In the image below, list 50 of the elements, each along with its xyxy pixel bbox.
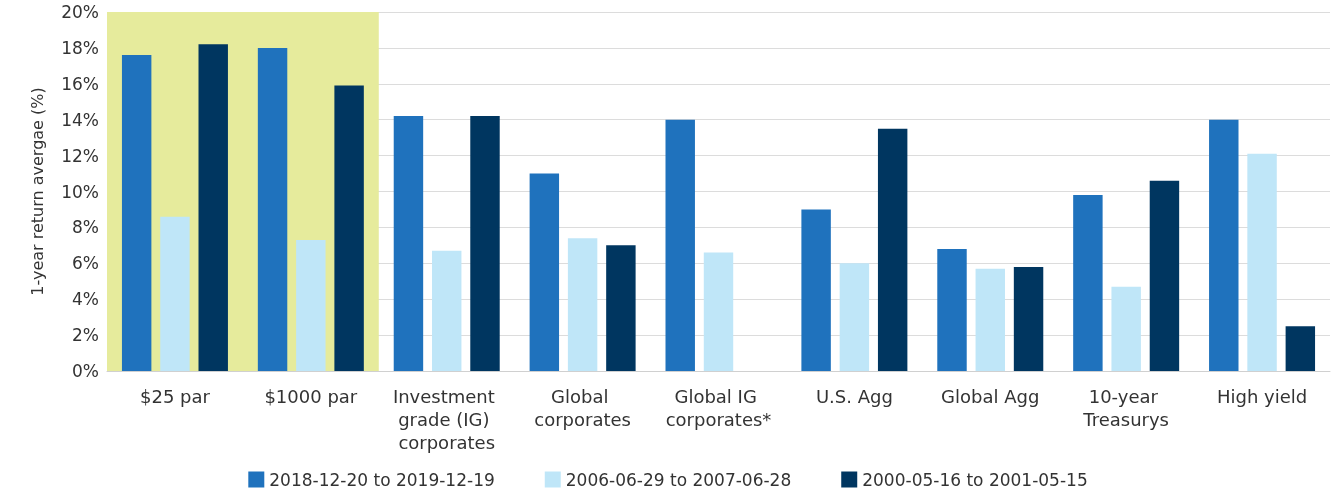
bar bbox=[606, 245, 636, 371]
x-tick-label: High yield bbox=[1216, 386, 1308, 407]
x-tick-label: Global corporates bbox=[534, 386, 631, 430]
bar bbox=[1149, 180, 1180, 371]
bar bbox=[160, 216, 190, 371]
y-tick-label: 10% bbox=[61, 181, 99, 202]
bar bbox=[1209, 119, 1239, 371]
bar bbox=[121, 55, 152, 371]
y-axis-title: 1-year return avergae (%) bbox=[27, 87, 47, 296]
x-tick-label: $25 par bbox=[139, 386, 211, 407]
x-tick-label: Global IG corporates* bbox=[665, 386, 772, 430]
bar bbox=[703, 252, 734, 371]
bar bbox=[1285, 326, 1316, 371]
bar bbox=[393, 116, 424, 371]
legend-label: 2000-05-16 to 2001-05-15 bbox=[862, 469, 1088, 490]
bar bbox=[665, 119, 695, 371]
x-tick-label: U.S. Agg bbox=[815, 386, 893, 407]
bar bbox=[257, 47, 288, 371]
legend-label: 2006-06-29 to 2007-06-28 bbox=[565, 469, 792, 490]
y-tick-label: 0% bbox=[72, 361, 99, 381]
y-tick-label: 4% bbox=[72, 289, 99, 310]
y-tick-label: 14% bbox=[61, 109, 99, 130]
x-tick-label: Global Agg bbox=[941, 386, 1040, 407]
legend-label: 2018-12-20 to 2019-12-19 bbox=[269, 469, 495, 490]
bar bbox=[296, 239, 326, 371]
bar bbox=[1111, 286, 1141, 371]
bar bbox=[1247, 153, 1277, 371]
bar bbox=[432, 250, 462, 371]
y-tick-label: 20% bbox=[61, 2, 99, 22]
x-tick-label: 10-year Treasurys bbox=[1082, 386, 1170, 430]
bar bbox=[801, 209, 831, 371]
bar bbox=[937, 248, 967, 371]
y-tick-label: 8% bbox=[72, 217, 99, 238]
bar bbox=[1073, 195, 1103, 371]
y-tick-label: 18% bbox=[61, 37, 99, 58]
bar bbox=[334, 85, 364, 371]
bar bbox=[198, 44, 228, 371]
y-tick-label: 2% bbox=[72, 325, 99, 346]
x-tick-label: Investment grade (IG) corporates bbox=[392, 386, 501, 453]
x-tick-label: $1000 par bbox=[264, 386, 358, 407]
y-tick-label: 12% bbox=[61, 145, 99, 166]
bar bbox=[877, 128, 908, 371]
bar bbox=[975, 268, 1005, 371]
bar bbox=[567, 238, 598, 371]
bar bbox=[1013, 266, 1044, 371]
y-tick-label: 6% bbox=[72, 253, 99, 274]
bar bbox=[839, 263, 870, 371]
bar bbox=[470, 116, 500, 371]
y-tick-label: 16% bbox=[61, 73, 99, 94]
bar bbox=[529, 173, 560, 371]
